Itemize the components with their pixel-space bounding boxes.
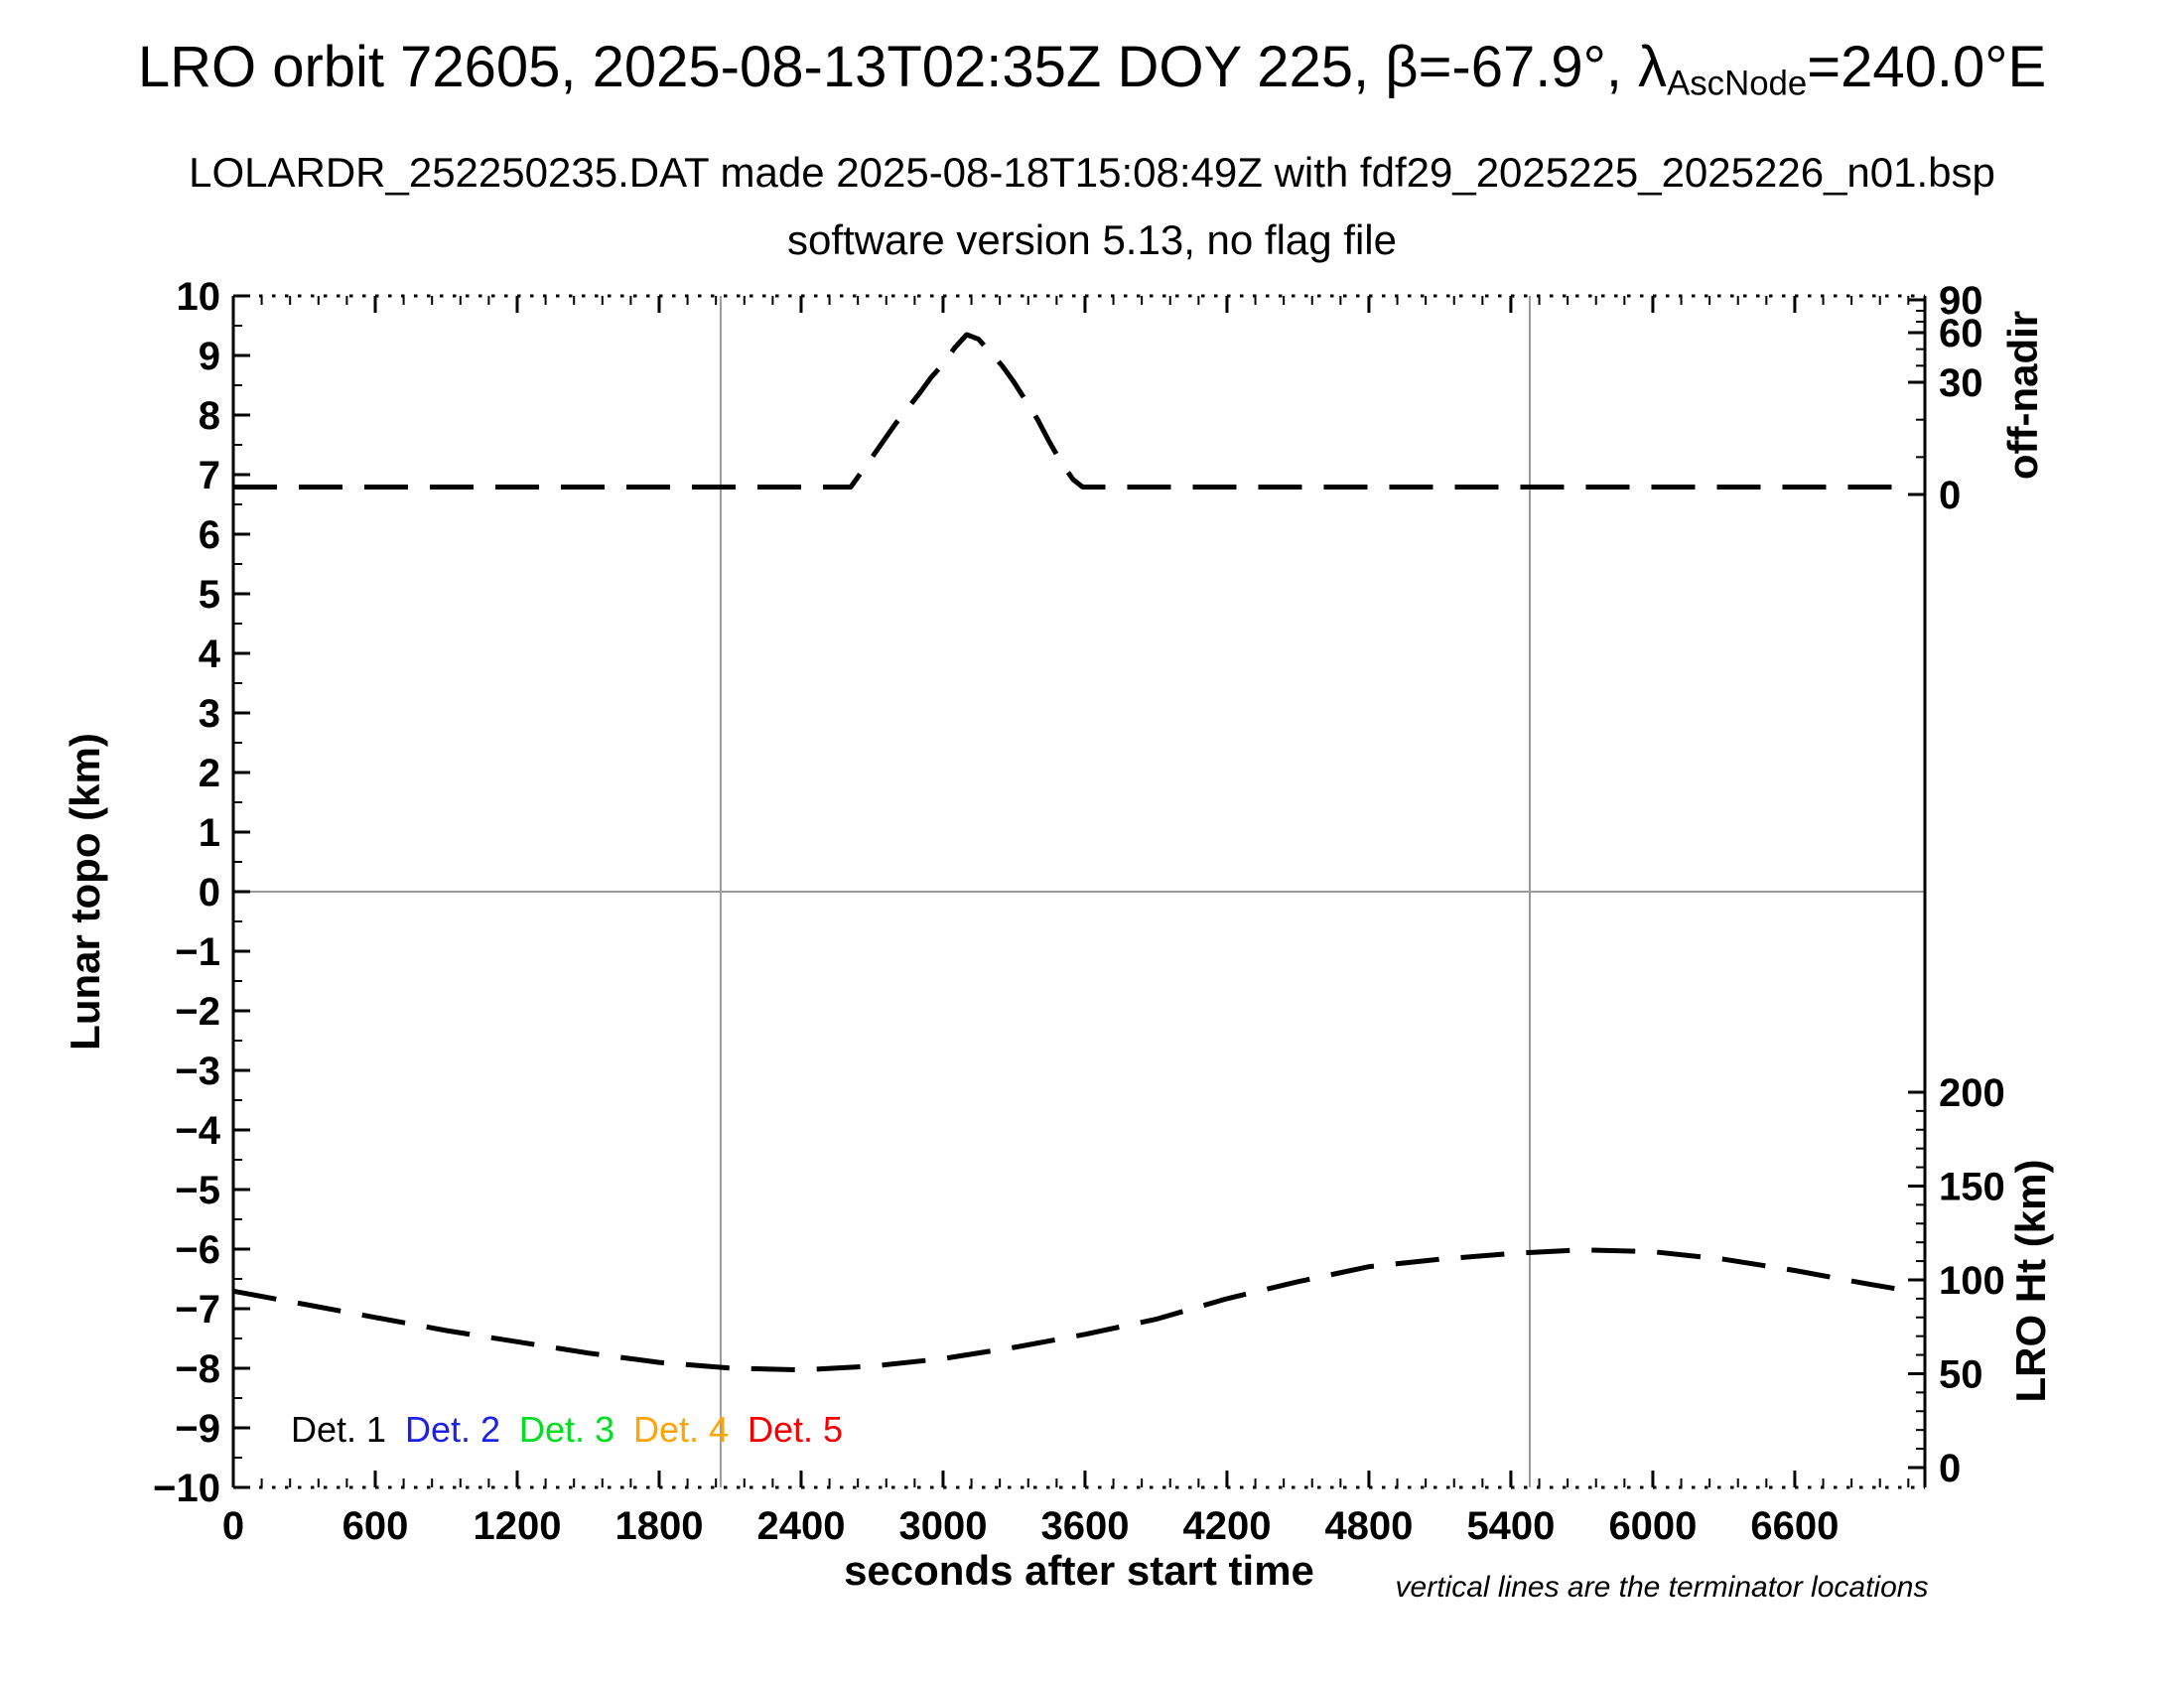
x-tick-label: 3600 (1040, 1504, 1129, 1548)
y-left-tick-label: 3 (199, 692, 220, 736)
title-text-end: =240.0°E (1807, 35, 2047, 99)
x-tick-label: 4200 (1182, 1504, 1271, 1548)
y-left-axis-title: Lunar topo (km) (62, 733, 108, 1051)
page-title: LRO orbit 72605, 2025-08-13T02:35Z DOY 2… (0, 34, 2184, 103)
x-tick-label: 6600 (1750, 1504, 1839, 1548)
x-tick-label: 2400 (756, 1504, 845, 1548)
y-left-tick-label: 7 (199, 454, 220, 497)
legend-item-det-1: Det. 1 (291, 1409, 386, 1450)
subtitle-file-info: LOLARDR_252250235.DAT made 2025-08-18T15… (189, 149, 1995, 196)
terminator-footnote: vertical lines are the terminator locati… (1396, 1571, 1929, 1604)
subtitle-software-version: software version 5.13, no flag file (786, 216, 1397, 263)
legend-item-det-5: Det. 5 (748, 1409, 843, 1450)
offnadir-tick-label: 30 (1939, 361, 1983, 405)
y-left-tick-label: −7 (175, 1288, 220, 1332)
y-left-tick-label: 1 (199, 811, 220, 855)
y-left-tick-label: −8 (175, 1347, 220, 1391)
legend-item-det-3: Det. 3 (519, 1409, 614, 1450)
offnadir-tick-label: 90 (1939, 279, 1983, 323)
lro-ht-tick-label: 100 (1939, 1259, 2005, 1303)
offnadir-curve (233, 332, 1899, 490)
y-left-tick-label: 8 (199, 394, 220, 438)
lro-ht-axis-title: LRO Ht (km) (2007, 1160, 2054, 1403)
y-left-tick-label: −3 (175, 1050, 220, 1093)
x-tick-label: 600 (342, 1504, 409, 1548)
y-left-tick-label: 9 (199, 335, 220, 378)
x-tick-label: 6000 (1608, 1504, 1697, 1548)
x-tick-label: 4800 (1324, 1504, 1413, 1548)
y-left-tick-label: −6 (175, 1228, 220, 1272)
x-tick-label: 1800 (614, 1504, 703, 1548)
offnadir-tick-label: 0 (1939, 474, 1961, 517)
legend-item-det-2: Det. 2 (405, 1409, 500, 1450)
y-left-tick-label: 10 (177, 275, 221, 319)
offnadir-tick-label: 60 (1939, 312, 1983, 355)
y-left-tick-label: −10 (153, 1467, 220, 1510)
lro-ht-tick-label: 50 (1939, 1352, 1983, 1396)
title-text: LRO orbit 72605, 2025-08-13T02:35Z DOY 2… (137, 35, 1668, 99)
y-left-tick-label: 6 (199, 513, 220, 557)
y-left-tick-label: −1 (175, 930, 220, 974)
y-left-tick-label: −4 (175, 1109, 220, 1153)
height-curve (232, 1247, 1900, 1373)
title-subscript-ascnode: AscNode (1667, 64, 1808, 103)
y-left-tick-label: −9 (175, 1407, 220, 1451)
y-left-tick-label: −5 (175, 1169, 220, 1212)
x-axis-title: seconds after start time (844, 1547, 1314, 1594)
y-left-tick-label: 0 (199, 871, 220, 914)
y-left-tick-label: 4 (199, 633, 221, 676)
x-tick-label: 5400 (1466, 1504, 1555, 1548)
y-left-tick-label: 2 (199, 752, 220, 795)
lro-ht-tick-label: 150 (1939, 1165, 2005, 1208)
offnadir-axis-title: off-nadir (1999, 311, 2046, 480)
x-tick-label: 0 (222, 1504, 244, 1548)
lro-ht-tick-label: 0 (1939, 1447, 1961, 1490)
y-left-tick-label: −2 (175, 990, 220, 1034)
x-tick-label: 3000 (898, 1504, 987, 1548)
x-tick-label: 1200 (473, 1504, 561, 1548)
y-left-tick-label: 5 (199, 573, 220, 617)
legend-item-det-4: Det. 4 (633, 1409, 729, 1450)
lro-ht-tick-label: 200 (1939, 1071, 2005, 1115)
